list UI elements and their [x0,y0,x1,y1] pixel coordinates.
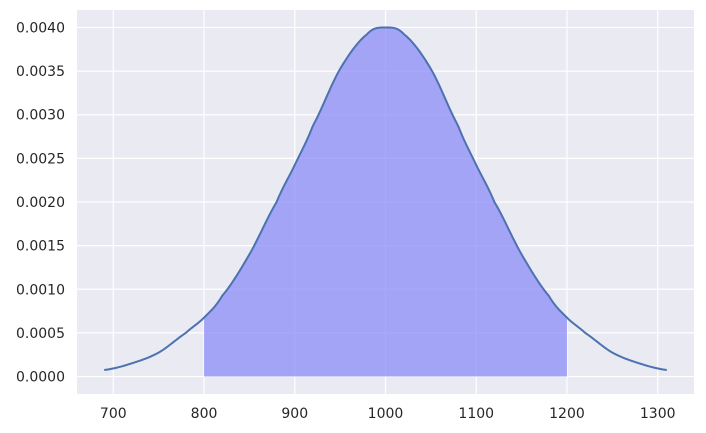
y-tick-label: 0.0010 [16,282,65,298]
x-tick-label: 1100 [458,406,494,422]
x-tick-label: 1300 [640,406,676,422]
shaded-area [204,27,567,377]
x-tick-label: 800 [191,406,218,422]
y-tick-label: 0.0035 [16,64,65,80]
y-tick-labels: 0.0000 0.0005 0.0010 0.0015 0.0020 0.0025 0.00… [16,20,65,385]
y-tick-label: 0.0025 [16,151,65,167]
y-tick-label: 0.0040 [16,20,65,36]
y-tick-label: 0.0000 [16,370,65,386]
x-tick-label: 1000 [368,406,404,422]
y-tick-label: 0.0020 [16,195,65,211]
density-curve [104,26,667,371]
x-tick-labels: 700 800 900 1000 1100 1200 1300 [100,406,676,422]
x-tick-label: 700 [100,406,127,422]
x-tick-label: 1200 [549,406,585,422]
y-tick-label: 0.0015 [16,239,65,255]
y-tick-label: 0.0005 [16,326,65,342]
y-tick-label: 0.0030 [16,108,65,124]
x-tick-label: 900 [281,406,308,422]
